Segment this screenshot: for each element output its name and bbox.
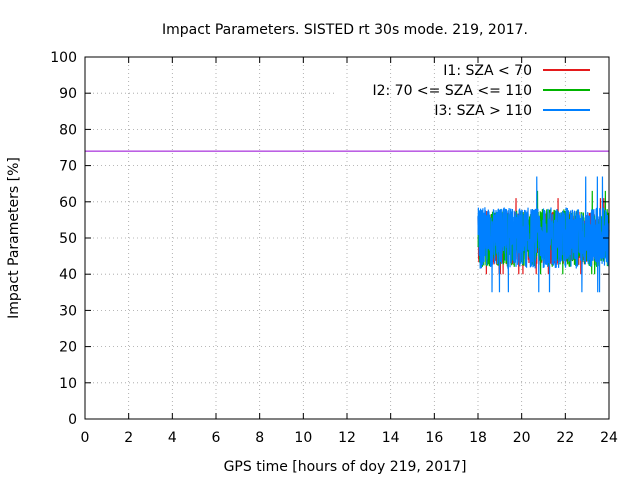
y-tick-label: 20 bbox=[59, 340, 77, 356]
x-tick-label: 24 bbox=[600, 430, 618, 446]
x-tick-label: 12 bbox=[338, 430, 356, 446]
y-tick-label: 70 bbox=[59, 159, 77, 175]
y-tick-label: 60 bbox=[59, 195, 77, 211]
y-tick-label: 30 bbox=[59, 303, 77, 319]
y-tick-label: 90 bbox=[59, 86, 77, 102]
y-tick-label: 100 bbox=[50, 50, 77, 66]
y-tick-label: 40 bbox=[59, 267, 77, 283]
x-tick-label: 4 bbox=[168, 430, 177, 446]
legend-label: I3: SZA > 110 bbox=[434, 103, 532, 119]
legend-label: I2: 70 <= SZA <= 110 bbox=[372, 83, 532, 99]
x-tick-label: 22 bbox=[556, 430, 574, 446]
y-tick-label: 80 bbox=[59, 122, 77, 138]
x-tick-label: 0 bbox=[81, 430, 90, 446]
chart-title: Impact Parameters. SISTED rt 30s mode. 2… bbox=[162, 22, 528, 38]
x-tick-label: 20 bbox=[513, 430, 531, 446]
series-group bbox=[477, 176, 610, 293]
legend: I1: SZA < 70 I2: 70 <= SZA <= 110 I3: SZA … bbox=[372, 63, 590, 119]
x-tick-label: 8 bbox=[255, 430, 264, 446]
x-axis-label: GPS time [hours of doy 219, 2017] bbox=[224, 459, 467, 475]
x-tick-label: 16 bbox=[425, 430, 443, 446]
y-tick-label: 50 bbox=[59, 231, 77, 247]
legend-label: I1: SZA < 70 bbox=[443, 63, 532, 79]
y-tick-label: 0 bbox=[68, 412, 77, 428]
x-tick-label: 6 bbox=[212, 430, 221, 446]
x-tick-label: 14 bbox=[382, 430, 400, 446]
x-tick-label: 2 bbox=[124, 430, 133, 446]
y-tick-label: 10 bbox=[59, 376, 77, 392]
y-axis-label: Impact Parameters [%] bbox=[6, 157, 22, 319]
x-tick-label: 18 bbox=[469, 430, 487, 446]
series-line-3 bbox=[477, 176, 610, 293]
x-tick-label: 10 bbox=[294, 430, 312, 446]
